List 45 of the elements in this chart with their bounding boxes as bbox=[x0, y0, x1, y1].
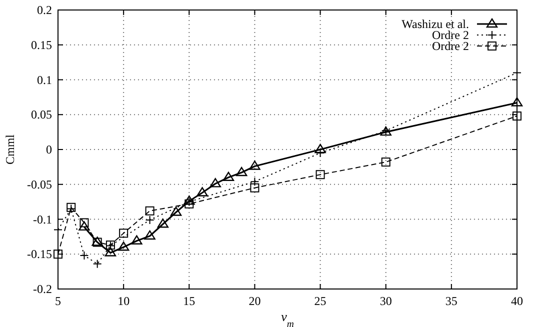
point bbox=[316, 170, 325, 180]
point bbox=[54, 250, 62, 259]
point bbox=[236, 166, 248, 176]
x-tick-label: 30 bbox=[380, 294, 392, 308]
legend-label: Ordre 2 bbox=[432, 28, 469, 42]
point bbox=[249, 160, 260, 170]
point bbox=[170, 206, 182, 216]
x-tick-label: 5 bbox=[55, 294, 61, 308]
y-tick-label: -0.2 bbox=[33, 282, 52, 296]
x-tick-label: 10 bbox=[118, 294, 130, 308]
y-tick-label: 0.15 bbox=[31, 38, 52, 52]
point bbox=[222, 172, 234, 181]
point bbox=[157, 218, 169, 228]
point bbox=[144, 230, 156, 240]
x-tick-label: 40 bbox=[511, 294, 523, 308]
y-tick-label: 0.1 bbox=[37, 72, 52, 87]
point bbox=[184, 199, 194, 208]
point bbox=[512, 112, 522, 121]
point bbox=[131, 235, 142, 244]
point bbox=[250, 183, 260, 192]
point bbox=[511, 97, 523, 106]
x-tick-label: 25 bbox=[314, 294, 326, 308]
x-tick-label: 15 bbox=[183, 294, 196, 308]
y-tick-label: 0.2 bbox=[37, 3, 52, 17]
y-tick-label: -0.05 bbox=[27, 177, 52, 192]
point bbox=[381, 158, 390, 167]
y-tick-label: -0.15 bbox=[27, 247, 52, 262]
y-tick-label: -0.1 bbox=[33, 212, 52, 226]
point bbox=[119, 228, 128, 238]
point bbox=[78, 221, 90, 231]
x-axis-title: v$_{m}$ bbox=[281, 309, 294, 327]
point bbox=[196, 187, 208, 196]
point bbox=[314, 144, 326, 154]
x-tick-label: 20 bbox=[248, 294, 261, 308]
point bbox=[210, 178, 221, 188]
point bbox=[145, 206, 154, 216]
legend-label: Ordre 2 bbox=[432, 39, 469, 53]
y-tick-label: 0 bbox=[46, 142, 52, 156]
legend-label: Washizu et al. bbox=[402, 17, 469, 31]
y-tick-label: 0.05 bbox=[31, 108, 52, 122]
x-tick-label: 35 bbox=[445, 294, 458, 308]
point bbox=[104, 247, 116, 256]
point bbox=[80, 218, 89, 228]
y-axis-title: Cmml bbox=[3, 134, 17, 165]
point bbox=[118, 242, 130, 251]
